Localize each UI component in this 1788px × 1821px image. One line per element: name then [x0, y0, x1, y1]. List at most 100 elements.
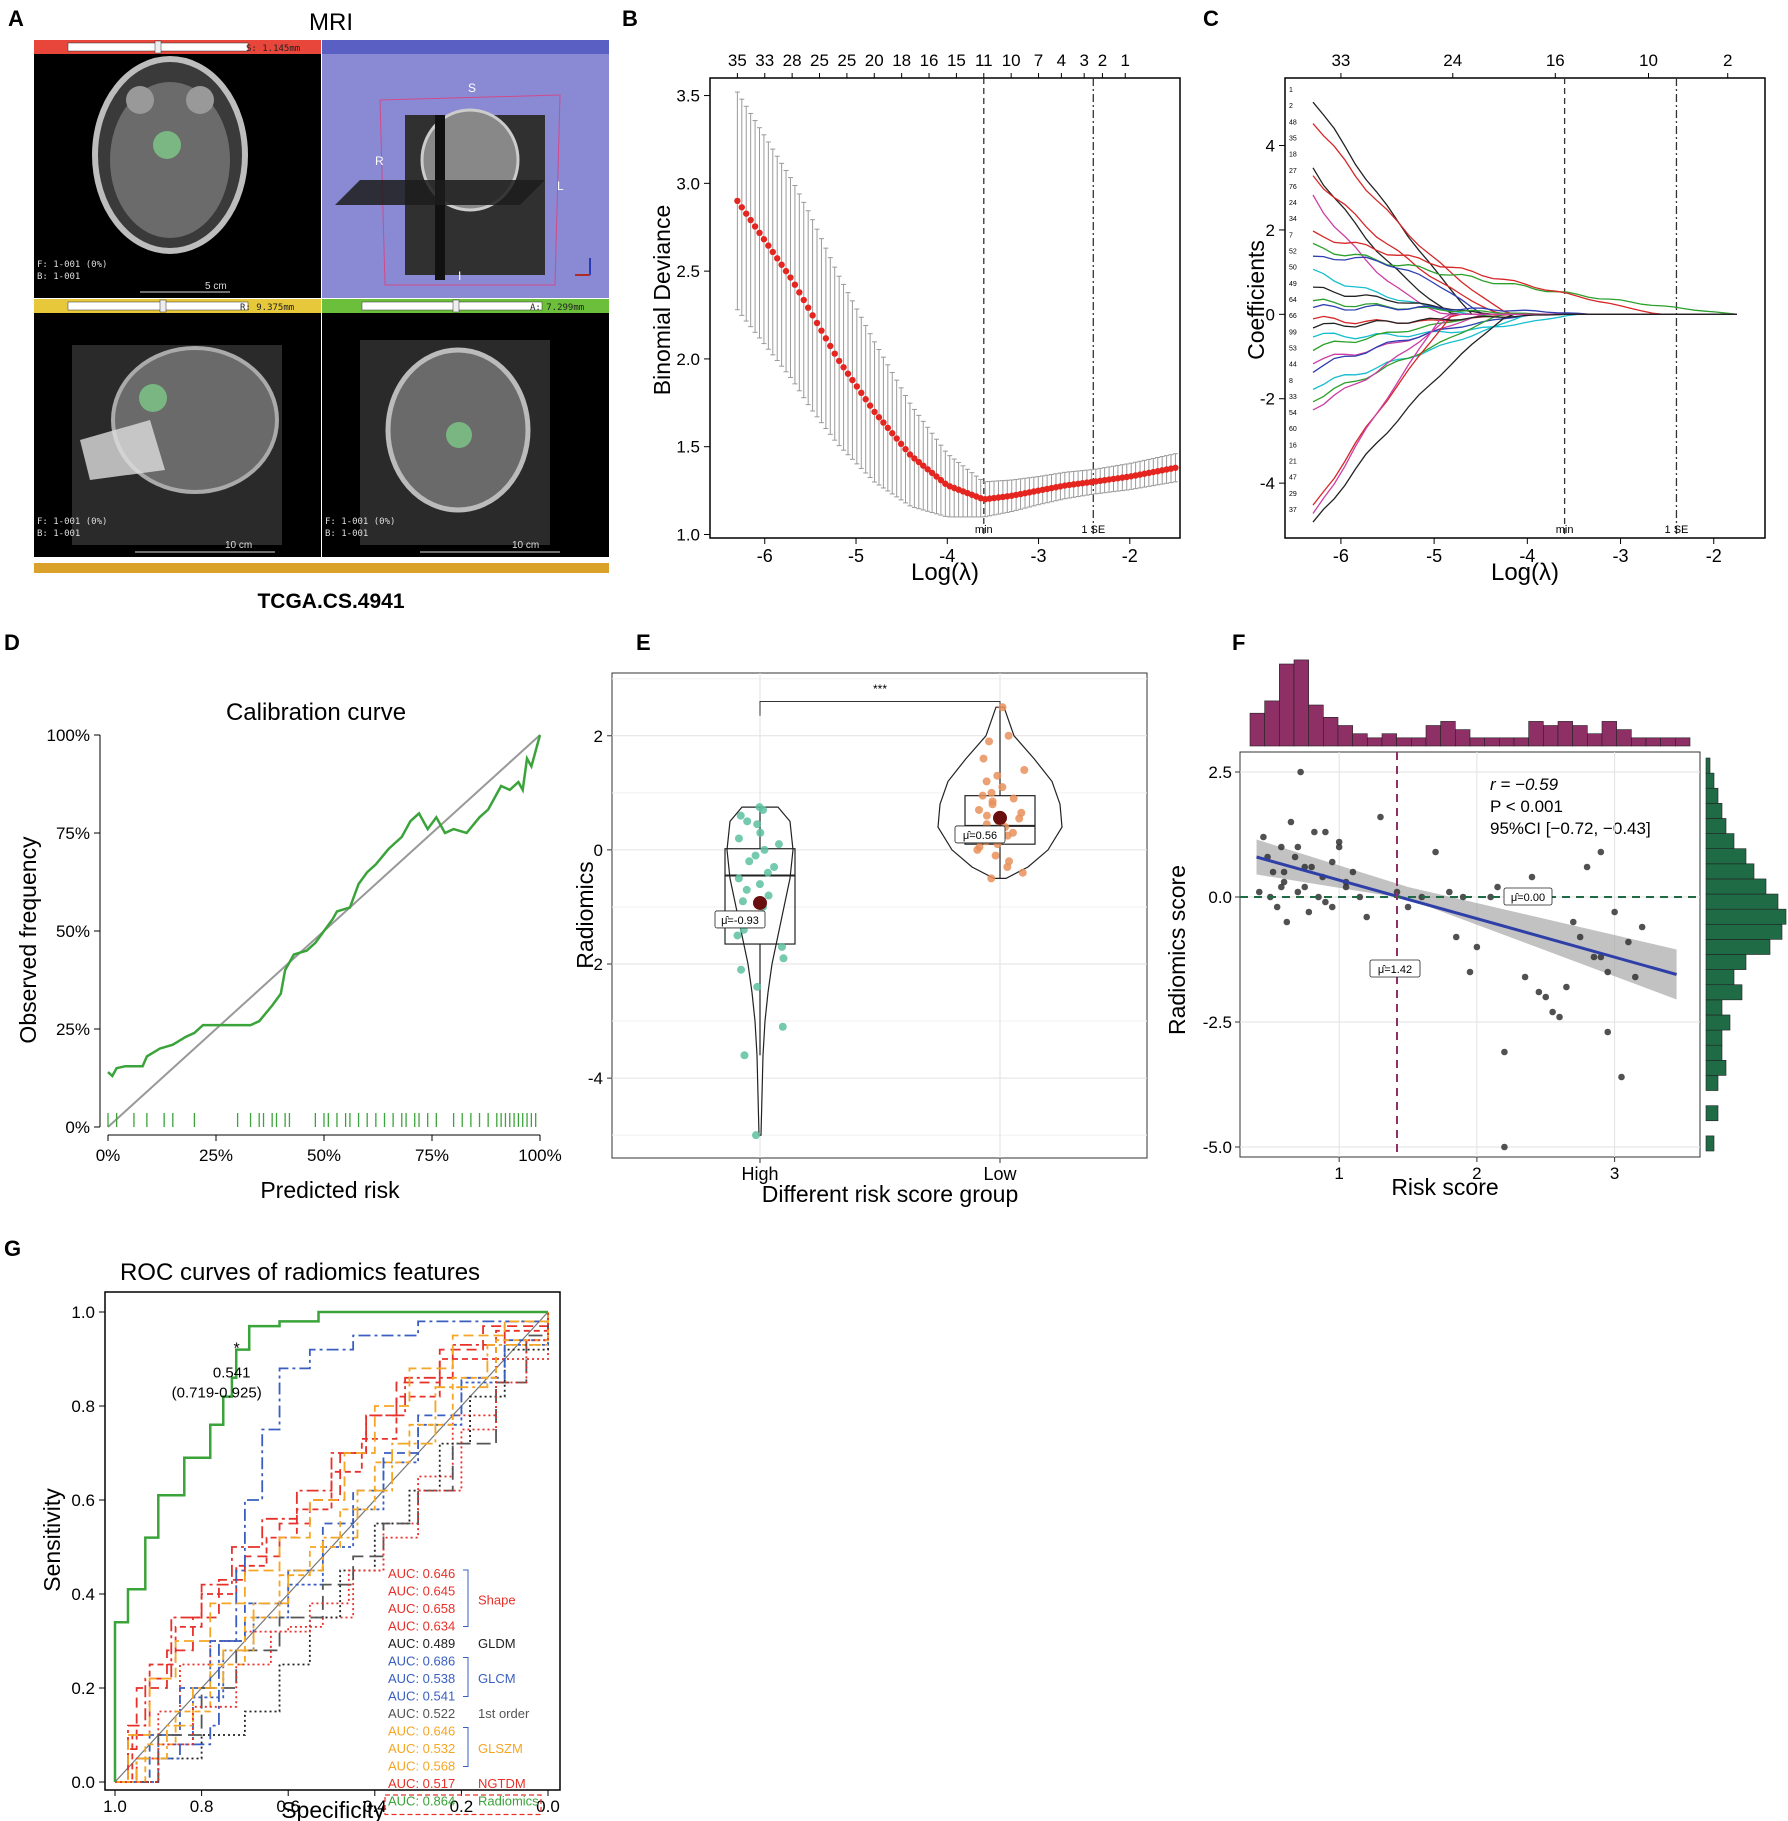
c-feature-label: 34 [1289, 216, 1297, 223]
f-top-hist-bar [1367, 737, 1383, 747]
f-ci-band [1256, 839, 1677, 1000]
b-deviance-point [880, 419, 887, 426]
coronal-slider-track[interactable] [361, 301, 543, 311]
g-xtick-label: 0.0 [536, 1797, 560, 1816]
e-data-point [777, 942, 786, 951]
b-deviance-point [747, 216, 754, 224]
g-roc-curve [115, 1312, 549, 1783]
e-xlabel: Different risk score group [762, 1181, 1019, 1207]
f-regression-line [1256, 855, 1677, 976]
view3d-toolbar[interactable] [322, 40, 609, 54]
b-deviance-point [911, 455, 918, 462]
b-ytick-label: 1.5 [676, 438, 700, 457]
f-xtick-label: 1 [1334, 1164, 1343, 1183]
f-data-point [1549, 1008, 1556, 1016]
coronal-slider-thumb[interactable] [452, 299, 460, 313]
f-right-hist-bar [1705, 1060, 1727, 1076]
e-data-point [779, 954, 788, 963]
f-top-hist-bar [1425, 725, 1441, 747]
e-data-point [987, 788, 996, 797]
e-mean-label: μ̂=0.56 [963, 830, 997, 842]
b-xtick-label: -4 [939, 546, 955, 566]
f-data-point [1446, 888, 1453, 896]
e-significance-label: *** [873, 682, 887, 696]
b-deviance-point [765, 242, 772, 249]
b-ylabel: Binomial Deviance [649, 205, 675, 395]
coronal-tumor-roi [446, 422, 472, 448]
c-top-tick-label: 2 [1723, 51, 1732, 70]
b-ytick-label: 3.0 [676, 174, 700, 193]
f-right-hist-bar [1705, 939, 1771, 955]
b-deviance-point [835, 357, 843, 365]
g-plot-frame [104, 1291, 561, 1791]
g-best-point-marker: * [234, 1340, 240, 1357]
g-legend-auc: AUC: 0.864 [388, 1794, 455, 1809]
b-top-tick-label: 1 [1121, 51, 1130, 70]
timeline-bar[interactable] [34, 563, 609, 573]
e-data-point [1003, 863, 1012, 871]
f-right-hist-bar [1705, 787, 1719, 804]
f-data-point [1494, 883, 1501, 891]
f-top-hist-bar [1352, 733, 1368, 747]
f-ylabel: Radiomics score [1164, 865, 1190, 1035]
c-feature-label: 99 [1289, 329, 1297, 336]
f-data-point [1280, 868, 1288, 876]
c-xtick-label: -3 [1613, 546, 1629, 566]
d-xtick-label: 0% [96, 1146, 121, 1165]
f-data-point [1269, 868, 1277, 876]
f-data-point [1556, 1013, 1563, 1021]
e-data-point [737, 965, 746, 974]
c-feature-label: 37 [1289, 507, 1297, 514]
e-data-point [740, 1051, 749, 1060]
axial-slider-thumb[interactable] [154, 40, 162, 54]
c-xlabel: Log(λ) [1491, 559, 1559, 586]
b-vline-label: 1 SE [1081, 524, 1105, 536]
f-data-point [1542, 993, 1550, 1001]
f-right-hist-bar [1705, 893, 1779, 910]
c-top-tick-label: 16 [1546, 51, 1565, 70]
g-legend-auc: AUC: 0.686 [388, 1654, 455, 1669]
f-data-point [1487, 893, 1494, 901]
b-deviance-point [751, 223, 759, 230]
sagittal-slider-thumb[interactable] [159, 299, 167, 313]
b-ytick-label: 2.0 [676, 350, 700, 369]
g-title: ROC curves of radiomics features [120, 1259, 480, 1286]
g-roc-curve [115, 1312, 549, 1783]
f-right-hist-bar [1705, 1105, 1719, 1122]
f-data-point [1363, 913, 1371, 921]
f-data-point [1315, 893, 1322, 901]
f-xtick-label: 2 [1472, 1164, 1481, 1183]
f-right-hist-bar [1705, 908, 1787, 925]
f-right-hist-bar [1705, 772, 1715, 789]
c-ytick-label: -2 [1260, 390, 1275, 409]
f-data-point [1283, 918, 1291, 926]
e-data-point [982, 777, 991, 786]
b-deviance-point [928, 469, 936, 477]
b-xtick-label: -2 [1122, 546, 1138, 566]
f-top-hist-bar [1660, 737, 1676, 747]
f-data-point [1335, 843, 1343, 851]
c-feature-label: 1 [1289, 87, 1293, 94]
e-data-point [742, 885, 751, 894]
e-mean-label-box [714, 910, 766, 929]
sagittal-slider-track[interactable] [67, 301, 249, 311]
f-ytick-label: 2.5 [1208, 763, 1232, 782]
f-stat-ci: 95%CI [−0.72, −0.43] [1490, 819, 1651, 838]
g-legend-group: Shape [478, 1592, 516, 1607]
f-data-point [1377, 813, 1384, 821]
c-feature-label: 35 [1289, 135, 1297, 142]
f-top-hist-bar [1587, 733, 1603, 747]
d-xtick-label: 50% [307, 1146, 341, 1165]
f-right-hist-bar [1705, 848, 1747, 865]
c-feature-label: 49 [1289, 281, 1297, 288]
b-deviance-point [756, 229, 763, 237]
g-legend-auc: AUC: 0.646 [388, 1566, 455, 1581]
e-data-point [743, 817, 752, 826]
f-top-hist-bar [1293, 659, 1309, 747]
b-deviance-point [866, 402, 874, 409]
g-ytick-label: 0.6 [71, 1491, 95, 1510]
g-best-point-value: 0.541 [213, 1364, 251, 1381]
g-xlabel: Specificity [281, 1797, 385, 1821]
e-data-point [778, 1022, 787, 1031]
g-brace-glszm [463, 1727, 469, 1767]
